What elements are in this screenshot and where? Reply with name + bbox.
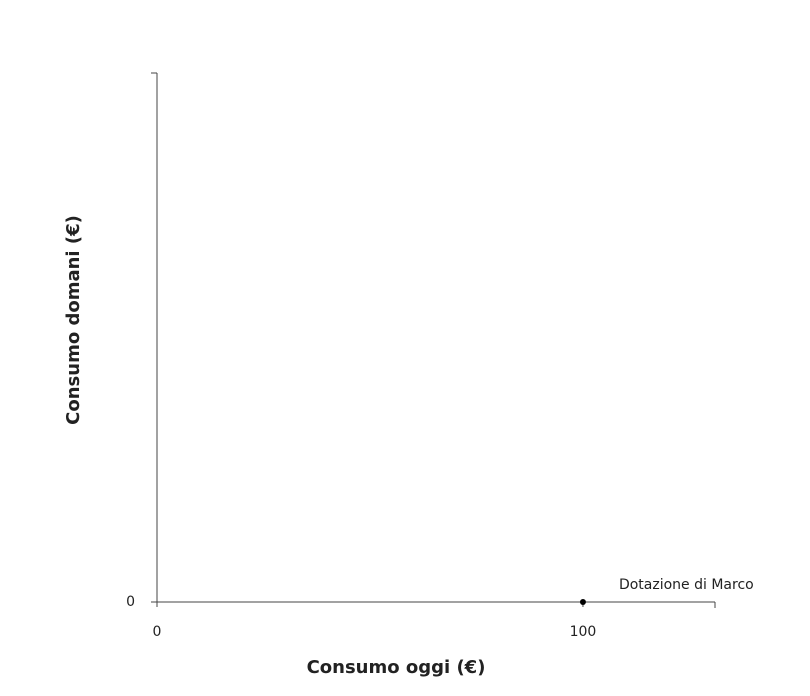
- annotation: Dotazione di Marco: [619, 577, 754, 593]
- point: [579, 599, 586, 605]
- x-axis-title: Consumo oggi (€): [307, 657, 486, 678]
- y-tick-label: 0: [126, 594, 135, 610]
- x-tick-label: 100: [570, 624, 597, 640]
- y-axis-title: Consumo domani (€): [63, 215, 84, 425]
- x-tick-label: 0: [153, 624, 162, 640]
